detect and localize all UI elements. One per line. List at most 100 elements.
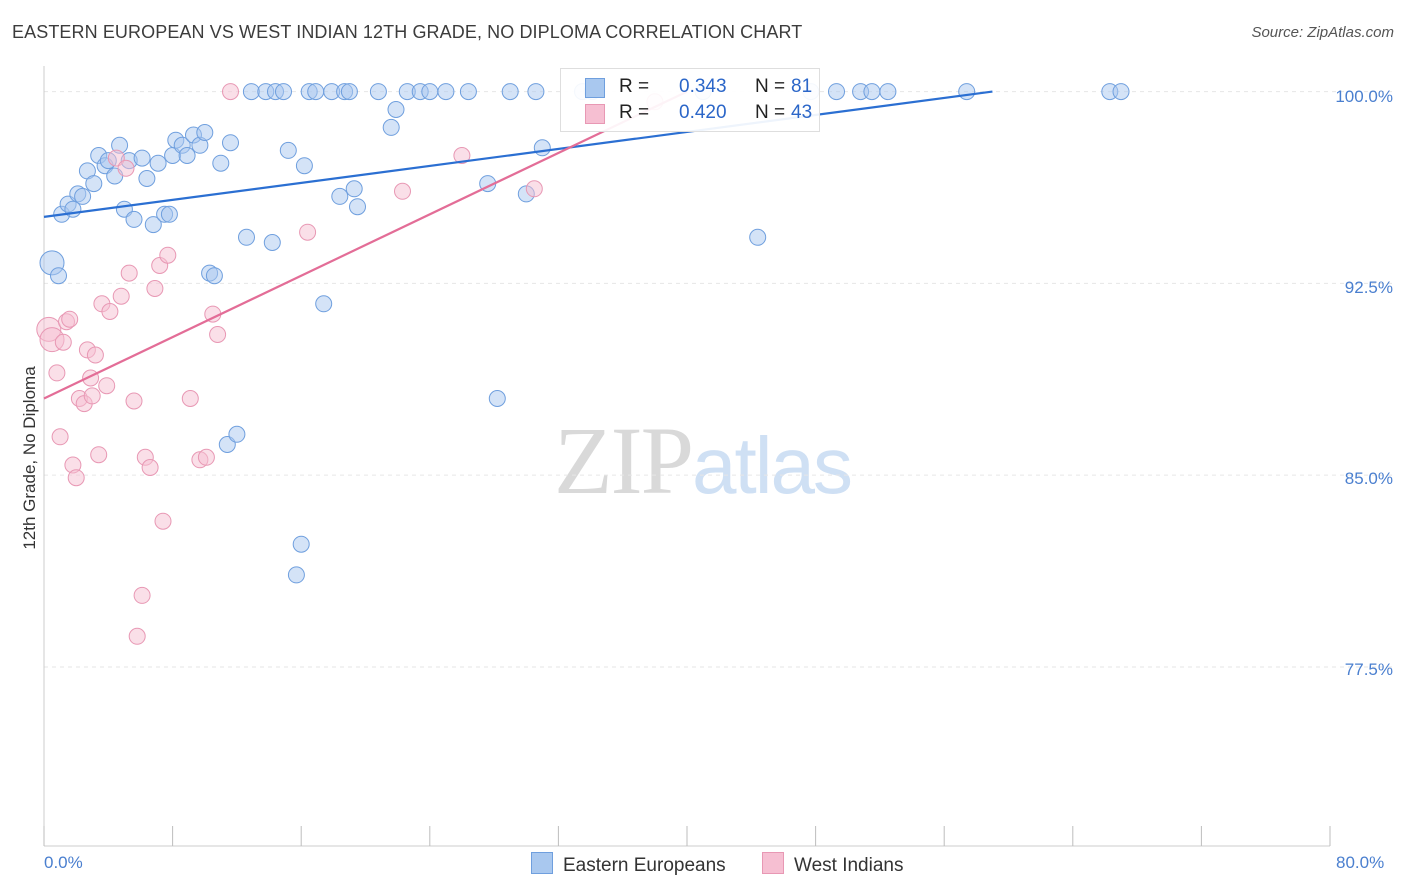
west-point <box>101 303 119 320</box>
eastern-point <box>863 83 881 101</box>
west-point <box>141 459 159 476</box>
west-point <box>120 264 138 282</box>
eastern-point <box>238 228 255 246</box>
eastern-point <box>292 535 310 553</box>
eastern-point <box>279 141 297 159</box>
legend-swatch-west <box>762 852 784 874</box>
west-point <box>125 392 143 410</box>
legend-n-label: N = <box>755 76 786 97</box>
legend-swatch-eastern <box>585 78 605 98</box>
eastern-point <box>1112 83 1130 101</box>
west-point <box>299 223 317 241</box>
legend-swatch-eastern <box>531 852 553 874</box>
legend-swatch-west <box>585 104 605 124</box>
legend-r-label: R = <box>619 102 650 123</box>
eastern-point <box>307 83 325 101</box>
eastern-point <box>287 566 305 584</box>
watermark: ZIPatlas <box>554 405 853 516</box>
eastern-point <box>533 139 551 157</box>
eastern-point <box>349 198 366 216</box>
eastern-point <box>331 187 349 205</box>
eastern-point <box>263 234 281 251</box>
watermark-zip: ZIP <box>554 407 694 514</box>
eastern-point <box>50 267 67 285</box>
eastern-point <box>315 295 333 313</box>
west-point <box>98 377 116 395</box>
eastern-point <box>85 175 103 193</box>
west-point <box>112 287 130 305</box>
eastern-point <box>275 83 292 101</box>
x-tick-label: 80.0% <box>1336 853 1385 872</box>
eastern-point <box>879 83 897 101</box>
eastern-point <box>242 83 260 101</box>
watermark-atlas: atlas <box>692 421 853 510</box>
eastern-trend-line <box>43 90 993 218</box>
eastern-point <box>295 157 313 175</box>
west-point <box>51 428 69 446</box>
legend-n-value: 81 <box>791 76 813 97</box>
west-point <box>146 280 164 297</box>
chart-title: EASTERN EUROPEAN VS WEST INDIAN 12TH GRA… <box>12 22 803 42</box>
west-point <box>453 147 471 164</box>
eastern-point <box>421 83 439 101</box>
eastern-point <box>196 124 214 141</box>
west-point <box>90 446 108 464</box>
west-point <box>67 469 85 487</box>
west-point <box>154 512 172 530</box>
y-tick-label: 92.5% <box>1344 278 1393 297</box>
legend-r-label: R = <box>619 76 650 97</box>
trend-lines <box>43 90 993 400</box>
west-point <box>197 448 215 466</box>
west-point <box>525 180 543 198</box>
eastern-point <box>828 83 845 101</box>
west-point <box>128 627 146 645</box>
west-point <box>61 310 79 328</box>
eastern-point <box>437 83 455 101</box>
eastern-point <box>149 154 167 172</box>
west-point <box>54 333 72 351</box>
west-point <box>48 364 66 382</box>
axes <box>43 66 1331 847</box>
west-point <box>159 246 177 264</box>
eastern-point <box>387 101 405 118</box>
west-point <box>86 346 104 364</box>
west-point <box>181 390 199 407</box>
eastern-point <box>125 210 143 228</box>
legend-label-eastern: Eastern Europeans <box>563 855 726 876</box>
eastern-point <box>228 425 246 443</box>
west-point <box>209 326 227 343</box>
eastern-point <box>178 147 196 164</box>
legend-n-value: 43 <box>791 102 813 123</box>
eastern-point <box>749 228 767 246</box>
eastern-point <box>133 149 151 167</box>
data-points <box>36 83 1130 645</box>
eastern-point <box>382 118 400 136</box>
y-axis-label: 12th Grade, No Diploma <box>20 366 39 550</box>
west-point <box>117 159 135 177</box>
y-tick-label: 77.5% <box>1344 660 1393 679</box>
west-point <box>222 83 239 101</box>
stats-legend: R = 0.343 N = 81 R = 0.420 N = 43 <box>560 68 820 132</box>
source-label: Source: ZipAtlas.com <box>1251 24 1394 41</box>
eastern-point <box>212 154 230 172</box>
y-tick-label: 100.0% <box>1335 87 1393 106</box>
west-point <box>83 387 101 405</box>
x-tick-label: 0.0% <box>44 853 83 872</box>
eastern-point <box>222 134 239 152</box>
bottom-legend-eastern[interactable]: Eastern Europeans <box>531 852 726 877</box>
legend-r-value: 0.343 <box>679 76 727 97</box>
eastern-point <box>138 170 156 187</box>
legend-n-label: N = <box>755 102 786 123</box>
eastern-point <box>160 205 178 223</box>
eastern-point <box>958 83 976 101</box>
legend-label-west: West Indians <box>794 855 904 876</box>
legend-r-value: 0.420 <box>679 102 727 123</box>
eastern-point <box>527 83 545 101</box>
eastern-point <box>369 83 387 101</box>
eastern-point <box>501 83 519 101</box>
eastern-point <box>345 180 363 198</box>
bottom-legend-west[interactable]: West Indians <box>762 852 903 877</box>
eastern-point <box>74 187 92 205</box>
west-point <box>394 182 411 200</box>
